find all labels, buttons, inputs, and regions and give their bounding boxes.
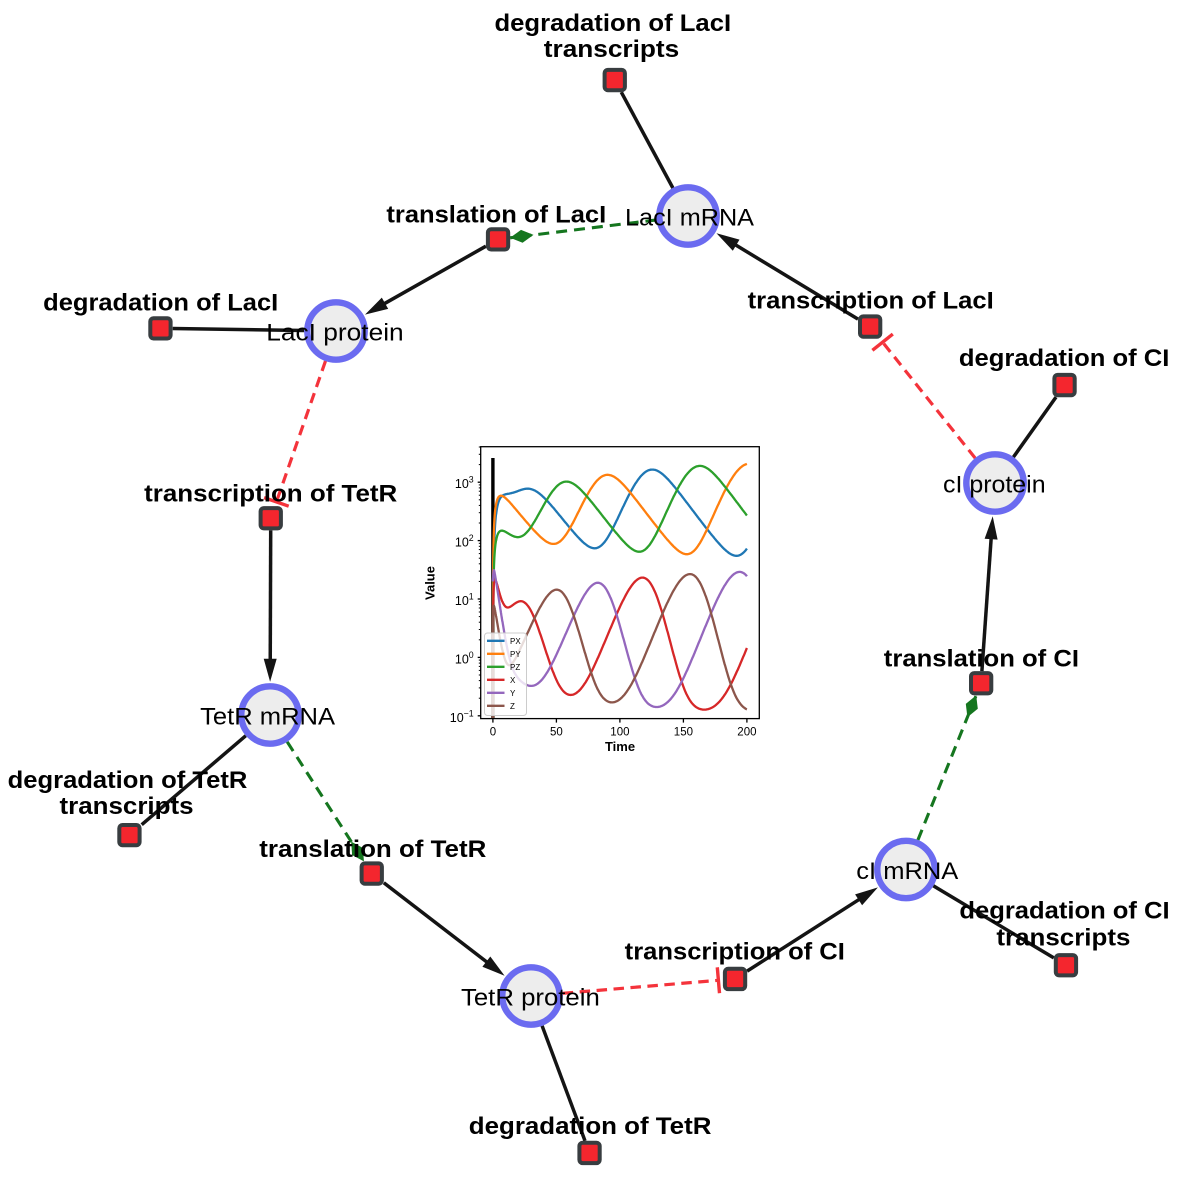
svg-text:Time: Time: [605, 739, 635, 754]
svg-text:transcripts: transcripts: [60, 793, 194, 820]
svg-text:X: X: [510, 676, 516, 685]
svg-text:degradation of TetR: degradation of TetR: [8, 767, 248, 794]
svg-text:PX: PX: [510, 637, 521, 646]
svg-text:transcription of TetR: transcription of TetR: [144, 481, 398, 508]
svg-text:transcription of CI: transcription of CI: [625, 938, 845, 965]
svg-text:LacI protein: LacI protein: [266, 319, 403, 346]
svg-text:degradation of LacI: degradation of LacI: [495, 10, 732, 37]
svg-text:150: 150: [674, 727, 693, 739]
svg-text:LacI mRNA: LacI mRNA: [625, 204, 755, 231]
svg-text:50: 50: [550, 727, 563, 739]
svg-text:Z: Z: [510, 702, 515, 711]
svg-text:PZ: PZ: [510, 663, 520, 672]
svg-text:200: 200: [737, 727, 756, 739]
svg-text:degradation of LacI: degradation of LacI: [43, 290, 278, 317]
svg-text:0: 0: [490, 727, 496, 739]
svg-text:TetR mRNA: TetR mRNA: [200, 703, 336, 730]
svg-text:transcripts: transcripts: [544, 36, 679, 63]
svg-text:translation of CI: translation of CI: [884, 645, 1079, 672]
svg-text:100: 100: [610, 727, 629, 739]
svg-text:translation of TetR: translation of TetR: [259, 836, 486, 863]
svg-text:cI protein: cI protein: [943, 471, 1046, 498]
svg-text:degradation of CI: degradation of CI: [959, 345, 1170, 372]
svg-text:degradation of TetR: degradation of TetR: [469, 1113, 712, 1140]
svg-text:PY: PY: [510, 650, 521, 659]
svg-text:transcription of LacI: transcription of LacI: [748, 287, 994, 314]
svg-text:degradation of CI: degradation of CI: [959, 897, 1169, 924]
svg-text:TetR protein: TetR protein: [461, 984, 600, 1011]
svg-text:cI mRNA: cI mRNA: [856, 858, 959, 885]
svg-text:transcripts: transcripts: [996, 925, 1130, 952]
svg-text:Y: Y: [510, 689, 516, 698]
svg-text:Value: Value: [423, 566, 438, 600]
svg-text:translation of LacI: translation of LacI: [386, 201, 606, 228]
